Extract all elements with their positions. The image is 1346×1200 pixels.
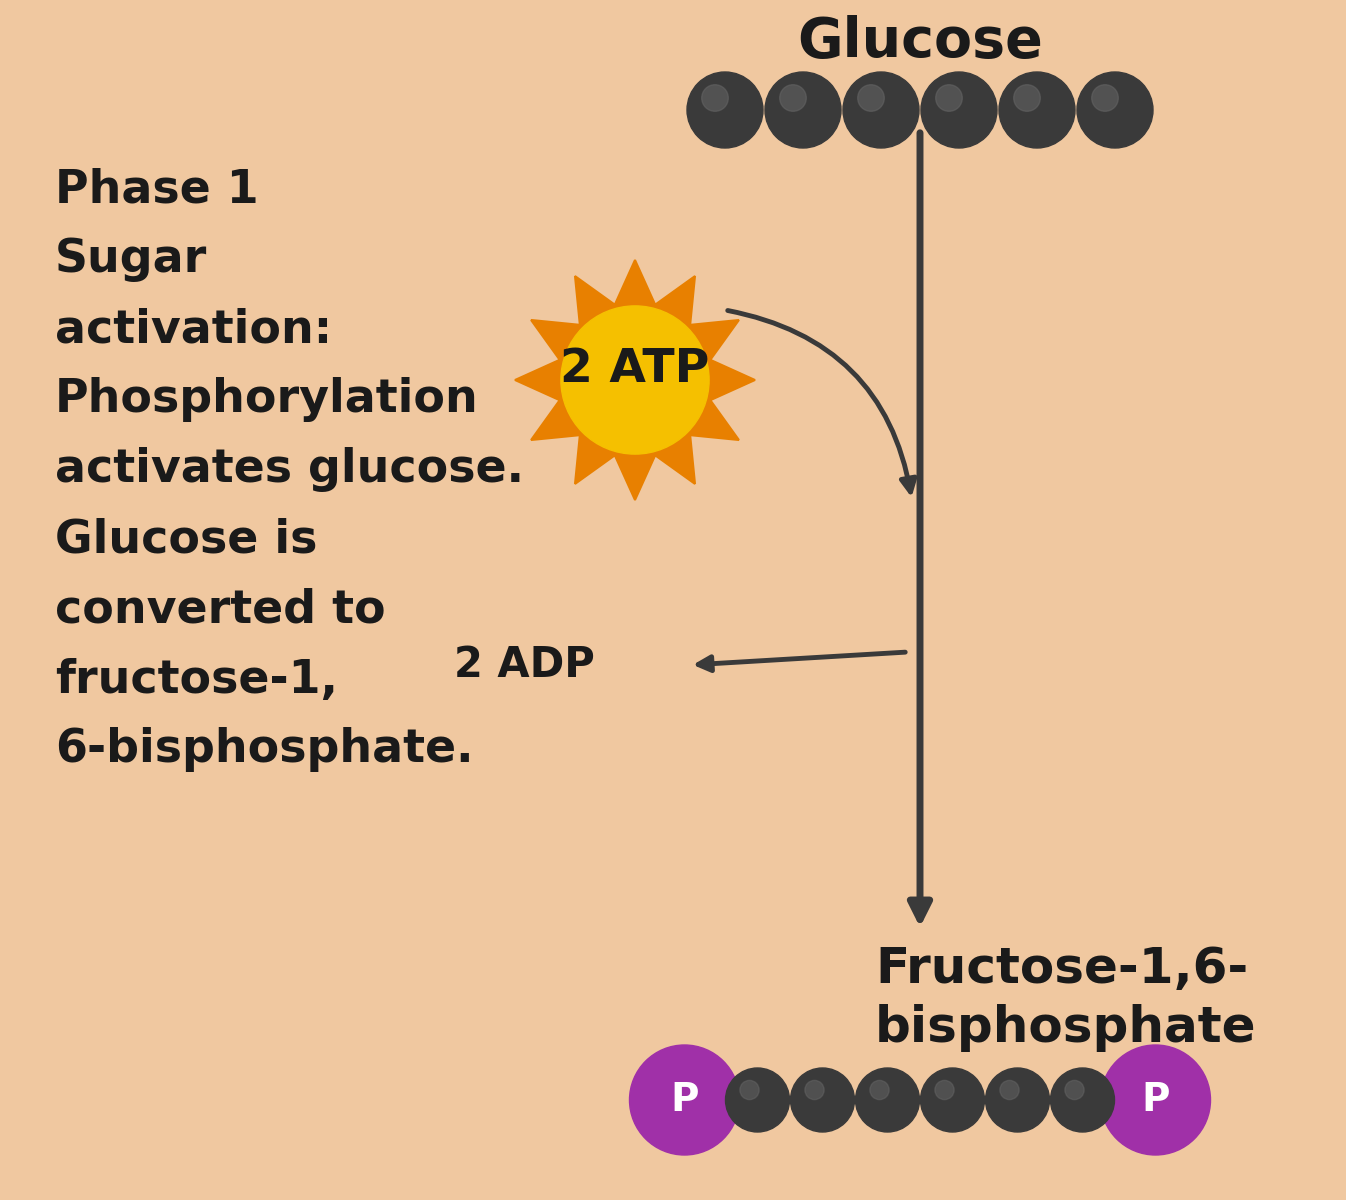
Text: Phase 1: Phase 1 — [55, 168, 258, 212]
Circle shape — [857, 85, 884, 112]
Text: Glucose is: Glucose is — [55, 517, 318, 563]
Circle shape — [790, 1068, 855, 1132]
Circle shape — [686, 72, 763, 148]
Text: P: P — [1141, 1081, 1170, 1118]
Text: fructose-1,: fructose-1, — [55, 658, 338, 702]
Circle shape — [1092, 85, 1119, 112]
Circle shape — [1077, 72, 1154, 148]
Circle shape — [561, 306, 709, 454]
Circle shape — [701, 85, 728, 112]
Circle shape — [630, 1045, 739, 1154]
Circle shape — [1050, 1068, 1114, 1132]
Circle shape — [1065, 1080, 1084, 1099]
Circle shape — [740, 1080, 759, 1099]
Text: Phosphorylation: Phosphorylation — [55, 378, 479, 422]
FancyArrowPatch shape — [728, 311, 915, 492]
Circle shape — [843, 72, 919, 148]
Circle shape — [870, 1080, 890, 1099]
Text: Sugar: Sugar — [55, 238, 207, 282]
Circle shape — [935, 85, 962, 112]
Circle shape — [856, 1068, 919, 1132]
Circle shape — [779, 85, 806, 112]
Circle shape — [765, 72, 841, 148]
FancyArrowPatch shape — [699, 652, 906, 671]
Text: converted to: converted to — [55, 588, 385, 632]
Text: 6-bisphosphate.: 6-bisphosphate. — [55, 727, 474, 773]
Circle shape — [1014, 85, 1040, 112]
Circle shape — [921, 72, 997, 148]
Text: activation:: activation: — [55, 307, 332, 353]
Circle shape — [935, 1080, 954, 1099]
Text: Fructose-1,6-
bisphosphate: Fructose-1,6- bisphosphate — [875, 946, 1257, 1052]
Circle shape — [999, 72, 1075, 148]
Text: 2 ADP: 2 ADP — [454, 644, 595, 686]
Circle shape — [1000, 1080, 1019, 1099]
Text: P: P — [670, 1081, 699, 1118]
Circle shape — [921, 1068, 984, 1132]
Circle shape — [805, 1080, 824, 1099]
Text: 2 ATP: 2 ATP — [560, 348, 709, 392]
Polygon shape — [516, 260, 755, 500]
Text: Glucose: Glucose — [797, 14, 1043, 68]
Text: activates glucose.: activates glucose. — [55, 448, 524, 492]
Circle shape — [725, 1068, 790, 1132]
Circle shape — [1101, 1045, 1210, 1154]
Circle shape — [985, 1068, 1050, 1132]
